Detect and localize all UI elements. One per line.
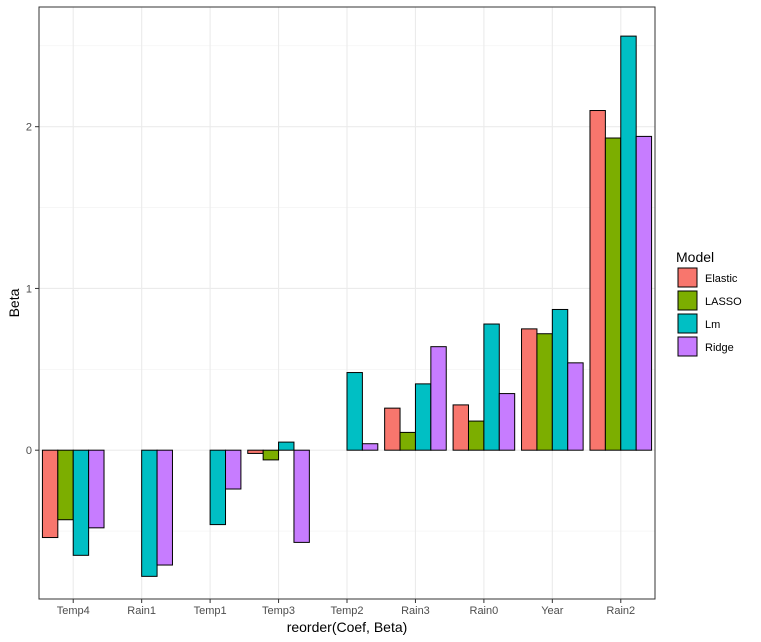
y-tick-label: 0 (26, 445, 32, 457)
x-axis-title: reorder(Coef, Beta) (287, 619, 408, 635)
bar-elastic-rain3 (384, 407, 401, 451)
x-tick-label: Rain1 (127, 605, 156, 617)
bar-lm-temp1 (209, 449, 227, 526)
legend-label-elastic: Elastic (705, 273, 738, 285)
x-axis: Temp4 Rain1 Temp1 Temp3 Temp2 Rain3 Rain0 Year R… (57, 599, 635, 617)
bar-lasso-year (536, 333, 553, 451)
bar-lm-temp4 (72, 449, 90, 556)
x-tick-label: Temp3 (262, 605, 295, 617)
bar-ridge-temp2 (361, 443, 379, 451)
bar-lm-temp3 (278, 441, 295, 451)
legend-key-lm (677, 313, 698, 334)
legend-label-lm: Lm (705, 319, 720, 331)
bar-elastic-temp3 (247, 449, 264, 454)
legend: Model Elastic LASSO Lm Ridge (676, 249, 742, 357)
bar-elastic-temp4 (41, 449, 59, 539)
bar-lm-rain2 (620, 35, 637, 451)
x-tick-label: Year (541, 605, 564, 617)
legend-title: Model (676, 249, 714, 265)
plot-panel (38, 6, 656, 600)
x-tick-label: Temp4 (57, 605, 90, 617)
bar-ridge-rain2 (635, 135, 653, 451)
bar-ridge-temp4 (88, 449, 105, 529)
bar-lm-year (551, 308, 569, 451)
y-tick-label: 1 (26, 283, 32, 295)
bar-lasso-rain3 (399, 431, 416, 451)
bar-elastic-rain0 (452, 404, 469, 451)
bar-ridge-year (567, 362, 584, 451)
legend-key-lasso (677, 290, 698, 311)
bar-lm-rain3 (414, 383, 432, 451)
bar-ridge-rain3 (430, 346, 447, 451)
bar-ridge-rain1 (156, 449, 173, 566)
legend-key-elastic (677, 267, 698, 288)
x-tick-label: Temp2 (330, 605, 363, 617)
x-tick-label: Rain2 (606, 605, 635, 617)
bar-lasso-temp4 (57, 449, 74, 521)
legend-label-ridge: Ridge (705, 342, 734, 354)
x-tick-label: Temp1 (194, 605, 227, 617)
x-tick-label: Rain3 (401, 605, 430, 617)
bar-lasso-temp3 (262, 449, 280, 461)
legend-key-ridge (677, 336, 698, 357)
bar-lm-rain1 (141, 449, 158, 577)
y-tick-label: 2 (26, 122, 32, 134)
bar-lasso-rain2 (604, 137, 622, 451)
x-tick-label: Rain0 (470, 605, 499, 617)
bar-lasso-rain0 (467, 420, 485, 451)
y-axis: 0 1 2 (26, 122, 39, 457)
bar-elastic-year (521, 328, 538, 451)
y-axis-title: Beta (6, 288, 22, 317)
bar-ridge-temp3 (293, 449, 310, 543)
legend-label-lasso: LASSO (705, 296, 742, 308)
bar-elastic-rain2 (589, 110, 606, 451)
bar-ridge-temp1 (225, 449, 242, 490)
bar-lm-rain0 (483, 323, 500, 451)
bar-lm-temp2 (346, 372, 363, 451)
bar-ridge-rain0 (498, 393, 516, 451)
